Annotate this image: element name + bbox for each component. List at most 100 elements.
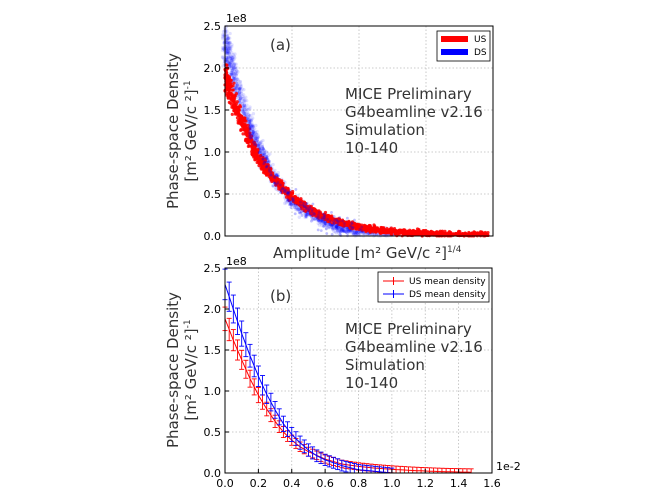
ds-point (232, 65, 236, 69)
us-point (462, 232, 466, 236)
ds-point (349, 225, 353, 229)
ds-point (225, 59, 229, 63)
us-point (230, 84, 234, 88)
ds-point (283, 189, 286, 193)
ds-point (233, 86, 237, 90)
us-point (227, 79, 231, 83)
ds-point (225, 59, 229, 64)
ds-point (288, 201, 293, 205)
ds-point (288, 188, 292, 192)
ds-point (238, 93, 242, 97)
ds-point (307, 209, 311, 213)
ds-point (239, 101, 243, 105)
ds-point (230, 68, 234, 72)
ds-point (270, 173, 273, 177)
ds-point (240, 101, 244, 106)
ds-point (279, 190, 283, 194)
ds-point (259, 154, 262, 158)
ds-point (255, 135, 259, 140)
ds-point (334, 231, 338, 235)
ds-point (232, 74, 236, 79)
ds-point (310, 213, 314, 217)
ds-point (250, 132, 254, 135)
panel-a: 0.0 0.5 1.0 1.5 2.0 2.5 1e8 (a) MICE Prelimin… (164, 12, 494, 262)
ds-point (339, 228, 343, 232)
ds-point (225, 40, 230, 45)
ds-point (361, 231, 366, 236)
us-point (340, 223, 344, 227)
ds-point (247, 116, 252, 120)
ds-point (320, 221, 324, 226)
us-point (373, 226, 377, 230)
ds-point (226, 49, 230, 54)
ds-point (233, 76, 237, 81)
ds-point (242, 87, 246, 92)
ds-point (294, 205, 298, 210)
ds-point (221, 35, 225, 39)
ds-point (249, 113, 253, 118)
us-point (232, 94, 236, 98)
ds-point (337, 231, 341, 235)
ds-point (231, 61, 235, 65)
ds-point (248, 122, 252, 126)
ds-point (240, 109, 244, 113)
us-point (433, 231, 437, 235)
ds-point (289, 203, 294, 207)
ds-point (354, 231, 359, 235)
ds-point (238, 79, 243, 84)
ds-point (225, 57, 229, 62)
ds-point (274, 172, 278, 176)
us-point (287, 194, 291, 198)
ds-point (225, 40, 229, 45)
us-point (290, 191, 295, 195)
ds-point (305, 213, 309, 217)
ds-point (220, 48, 225, 52)
ds-point (306, 211, 310, 216)
ds-point (251, 124, 255, 128)
ds-point (238, 96, 243, 100)
ds-point (242, 109, 247, 114)
ds-point (255, 129, 259, 134)
ds-point (294, 207, 298, 212)
ds-point (247, 112, 251, 117)
us-mean-line (224, 318, 472, 473)
us-point (246, 123, 250, 128)
ds-point (251, 123, 255, 127)
ds-point (292, 203, 296, 208)
ds-point (229, 64, 233, 68)
ds-point (229, 47, 233, 51)
ds-point (231, 69, 235, 73)
us-point (225, 82, 229, 86)
ds-point (279, 188, 283, 192)
us-point (264, 172, 269, 176)
ds-point (298, 203, 302, 207)
ds-point (299, 200, 302, 204)
ds-point (230, 73, 235, 78)
us-point (317, 211, 322, 215)
ds-point (230, 56, 234, 60)
ds-point (226, 37, 230, 41)
ds-point (344, 229, 349, 234)
ds-point (237, 86, 241, 91)
ds-point (245, 107, 249, 112)
ds-point (340, 228, 345, 233)
ds-point (257, 150, 261, 154)
ds-point (228, 40, 232, 45)
ds-point (295, 207, 300, 211)
ds-point (224, 37, 229, 41)
ds-point (323, 221, 327, 225)
us-point (331, 217, 336, 221)
ds-point (246, 121, 251, 125)
ds-point (321, 212, 325, 216)
ds-point (261, 146, 264, 150)
ds-point (225, 51, 229, 55)
ds-point (318, 220, 323, 224)
us-point (367, 227, 371, 231)
ds-point (262, 152, 266, 156)
ds-point (264, 154, 268, 159)
ds-point (251, 141, 255, 144)
ds-point (227, 47, 231, 51)
panel-a-y-label-line1: Phase-space Density (164, 53, 182, 209)
ds-point (225, 49, 229, 53)
ds-point (265, 165, 268, 168)
